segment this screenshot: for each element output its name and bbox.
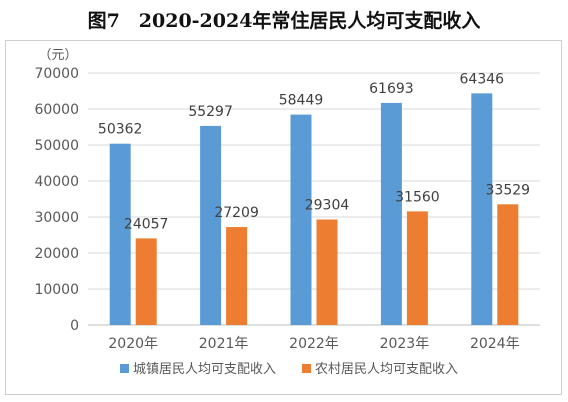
data-label: 61693 [369, 81, 414, 97]
y-tick-label: 10000 [34, 282, 79, 298]
bar-rural [226, 227, 248, 325]
legend-label: 农村居民人均可支配收入 [315, 362, 458, 377]
y-tick-label: 0 [70, 318, 79, 334]
y-axis-ticks: 0 10000 20000 30000 40000 50000 60000 70000 [34, 66, 79, 334]
x-tick-label: 2020年 [108, 336, 158, 352]
data-labels: 50362 24057 55297 27209 58449 29304 61693 31560… [98, 71, 530, 232]
y-tick-label: 30000 [34, 210, 79, 226]
bar-urban [380, 102, 402, 325]
y-tick-label: 50000 [34, 138, 79, 154]
y-tick-label: 60000 [34, 102, 79, 118]
data-label: 50362 [98, 122, 143, 138]
x-tick-label: 2021年 [199, 336, 249, 352]
legend-swatch [302, 364, 311, 373]
data-label: 33529 [486, 182, 531, 198]
x-tick-label: 2023年 [380, 336, 430, 352]
x-tick-label: 2024年 [470, 336, 520, 352]
legend: 城镇居民人均可支配收入 农村居民人均可支配收入 [120, 362, 458, 377]
data-label: 29304 [305, 198, 350, 214]
data-label: 31560 [395, 189, 440, 205]
bars [109, 93, 519, 325]
x-axis-ticks: 2020年 2021年 2022年 2023年 2024年 [108, 336, 519, 352]
data-label: 27209 [214, 205, 259, 221]
data-label: 58449 [279, 93, 324, 109]
x-tick-label: 2022年 [289, 336, 339, 352]
legend-swatch [120, 364, 129, 373]
bar-rural [135, 238, 157, 325]
bar-rural [497, 204, 519, 325]
bar-rural [406, 211, 428, 325]
bar-urban [109, 143, 131, 325]
bar-urban [471, 93, 493, 325]
bar-rural [316, 219, 338, 325]
y-tick-label: 40000 [34, 174, 79, 190]
chart-title: 图7 2020-2024年常住居民人均可支配收入 [87, 10, 481, 32]
bar-urban [290, 114, 312, 325]
gridlines [88, 72, 540, 326]
y-tick-label: 70000 [34, 66, 79, 82]
data-label: 55297 [188, 104, 233, 120]
data-label: 24057 [124, 216, 169, 232]
y-unit-label: （元） [38, 48, 77, 63]
y-tick-label: 20000 [34, 246, 79, 262]
legend-label: 城镇居民人均可支配收入 [133, 362, 276, 377]
bar-urban [200, 125, 222, 325]
chart-frame [5, 40, 562, 395]
data-label: 64346 [460, 71, 505, 87]
